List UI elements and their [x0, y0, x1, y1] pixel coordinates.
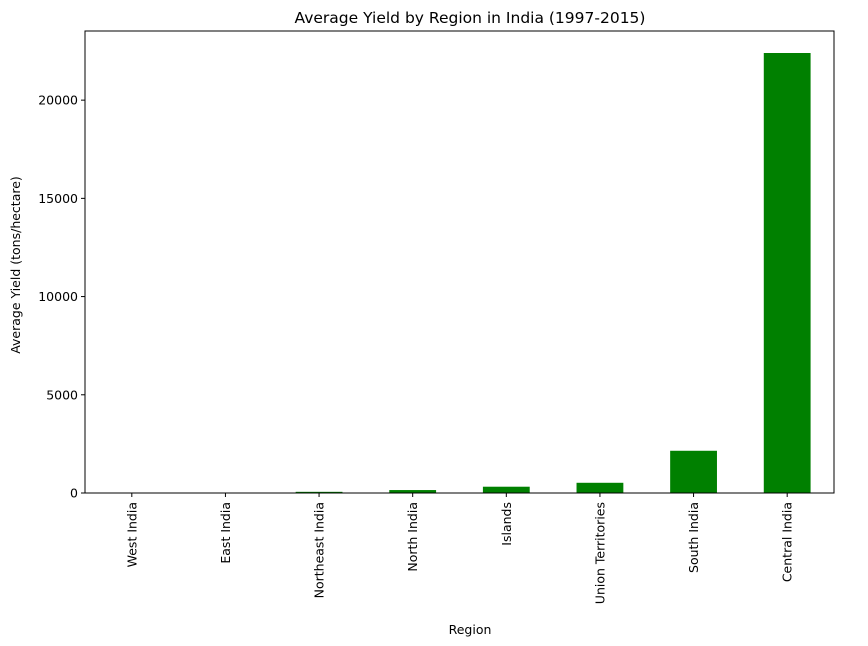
y-tick-label: 15000 — [38, 191, 78, 206]
x-tick-label: West India — [124, 502, 139, 567]
bar — [763, 53, 811, 493]
bar — [482, 486, 530, 493]
x-tick-label: North India — [405, 502, 420, 572]
bar — [389, 490, 437, 493]
x-axis-label: Region — [449, 622, 492, 637]
x-tick-label: Union Territories — [592, 502, 607, 604]
y-tick-label: 0 — [70, 486, 78, 501]
x-axis-ticks: West India East India Northeast India North… — [124, 493, 795, 604]
chart-title: Average Yield by Region in India (1997-2… — [295, 9, 646, 27]
plot-frame — [84, 30, 835, 494]
bars — [108, 53, 811, 493]
y-axis-label: Average Yield (tons/hectare) — [8, 176, 23, 354]
bar — [670, 450, 717, 493]
x-tick-label: Islands — [499, 502, 514, 546]
y-tick-label: 5000 — [46, 387, 78, 402]
x-tick-label: South India — [686, 502, 701, 573]
bar — [576, 482, 624, 493]
x-tick-label: Northeast India — [312, 502, 327, 598]
y-tick-label: 20000 — [38, 93, 78, 108]
x-tick-label: East India — [218, 502, 233, 564]
y-axis-ticks: 0 5000 10000 15000 20000 — [38, 93, 85, 501]
y-tick-label: 10000 — [38, 289, 78, 304]
x-tick-label: Central India — [780, 502, 795, 582]
bar — [295, 491, 343, 493]
